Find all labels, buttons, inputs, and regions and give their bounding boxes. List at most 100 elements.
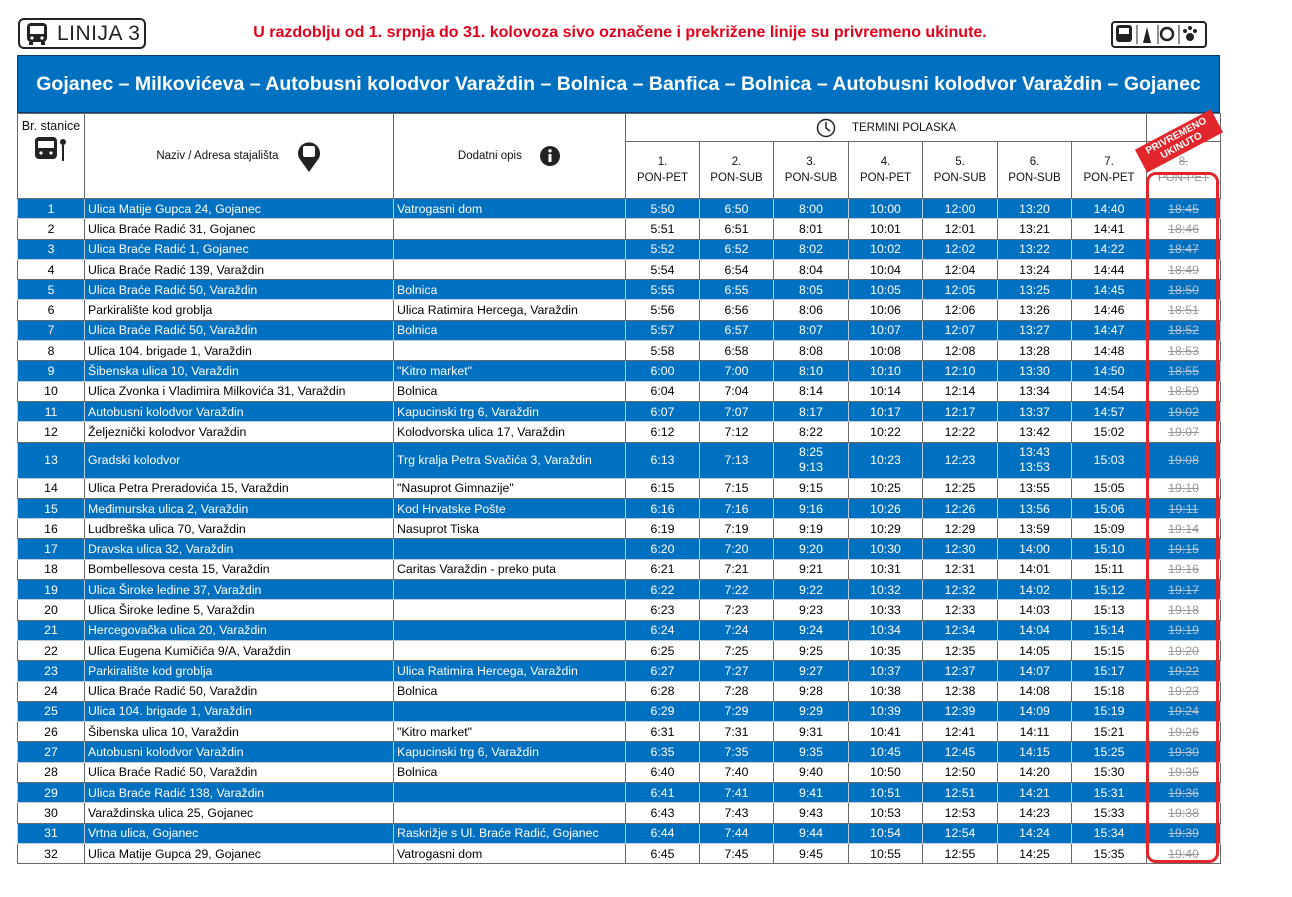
station-description: Bolnica [393, 279, 626, 301]
suspended-time: 18:55 [1146, 360, 1222, 382]
departure-time: 7:21 [699, 558, 774, 581]
station-description: Kapucinski trg 6, Varaždin [393, 741, 626, 763]
suspended-time: 19:30 [1146, 741, 1222, 763]
station-number: 21 [17, 619, 85, 641]
departure-time: 14:01 [997, 558, 1072, 581]
station-number: 7 [17, 319, 85, 342]
station-name: Ulica 104. brigade 1, Varaždin [84, 340, 394, 362]
bus-icon [27, 22, 47, 45]
departure-time: 10:07 [848, 319, 923, 342]
station-description-cell [393, 258, 626, 281]
departure-time: 9:27 [773, 660, 849, 682]
departure-time: 15:10 [1070, 538, 1148, 560]
departure-time: 12:45 [922, 741, 998, 763]
station-name: Ulica Braće Radić 138, Varaždin [84, 782, 394, 804]
suspended-time: 18:49 [1146, 258, 1222, 281]
column-header-row: 1. PON-PET 2. PON-SUB 3. PON-SUB 4. PON-PET 5. PO… [18, 141, 1222, 199]
station-description-cell [393, 639, 626, 662]
column-header: 7. PON-PET [1070, 141, 1148, 199]
departure-time: 12:01 [922, 218, 998, 240]
departure-time: 15:18 [1070, 680, 1148, 702]
departure-time: 6:24 [625, 619, 700, 641]
station-description-cell [393, 802, 626, 824]
departure-time: 13:42 [997, 421, 1072, 443]
departure-time: 12:10 [922, 360, 998, 382]
suspended-time: 19:08 [1146, 441, 1222, 479]
departure-time: 9:20 [773, 538, 849, 560]
departure-time: 12:38 [922, 680, 998, 702]
suspended-time: 19:02 [1146, 400, 1222, 423]
departure-time: 14:45 [1070, 279, 1148, 301]
name-header: Naziv / Adresa stajališta [84, 113, 394, 199]
departure-time: 15:03 [1070, 441, 1148, 479]
station-number: 15 [17, 497, 85, 520]
station-number: 23 [17, 660, 85, 682]
station-number: 19 [17, 579, 85, 601]
departure-time: 8:10 [773, 360, 849, 382]
column-number: 8. [1178, 156, 1189, 168]
departure-time: 10:33 [848, 599, 923, 621]
departure-time: 15:11 [1070, 558, 1148, 581]
departure-time: 8:02 [773, 238, 849, 260]
timetable-row: 10 Ulica Zvonka i Vladimira Milkovića 31,… [17, 380, 1222, 402]
column-number: 6. [1029, 156, 1040, 168]
suspended-time: 19:22 [1146, 660, 1222, 682]
timetable-row: 16 Ludbreška ulica 70, Varaždin Nasuprot T… [17, 518, 1222, 540]
departure-time: 7:35 [699, 741, 774, 763]
suspended-time: 19:19 [1146, 619, 1222, 641]
departure-time: 12:33 [922, 599, 998, 621]
timetable-row: 15 Međimurska ulica 2, Varaždin Kod Hrvats… [17, 497, 1222, 520]
timetable-row: 23 Parkiralište kod groblja Ulica Ratimira… [17, 660, 1222, 682]
departure-time: 8:14 [773, 380, 849, 402]
route-title: Gojanec – Milkovićeva – Autobusni kolodv… [17, 55, 1220, 113]
departure-time-cell: 13:43 13:53 [997, 441, 1072, 479]
column-header: 1. PON-PET [625, 141, 700, 199]
timetable-row: 29 Ulica Braće Radić 138, Varaždin 6:41 7:4… [17, 782, 1222, 804]
timetable-row: 32 Ulica Matije Gupca 29, Gojanec Vatrogas… [17, 842, 1222, 865]
departure-time: 10:22 [848, 421, 923, 443]
departure-time: 7:15 [699, 477, 774, 499]
departure-time: 15:25 [1070, 741, 1148, 763]
suspended-time: 19:17 [1146, 579, 1222, 601]
departure-time: 10:39 [848, 700, 923, 723]
station-number: 1 [17, 197, 85, 220]
departure-time: 13:26 [997, 299, 1072, 321]
timetable-row: 2 Ulica Braće Radić 31, Gojanec 5:51 6:51 8:… [17, 218, 1222, 240]
departure-time: 14:47 [1070, 319, 1148, 342]
departure-time: 9:22 [773, 579, 849, 601]
station-name: Ulica Braće Radić 139, Varaždin [84, 258, 394, 281]
station-number: 24 [17, 680, 85, 702]
departure-time: 8:07 [773, 319, 849, 342]
departure-time: 12:51 [922, 782, 998, 804]
station-description: Bolnica [393, 380, 626, 402]
departure-time: 6:07 [625, 400, 700, 423]
departure-time: 7:04 [699, 380, 774, 402]
departure-time: 12:00 [922, 197, 998, 220]
station-no-header: Br. stanice [17, 113, 85, 199]
departure-time: 5:51 [625, 218, 700, 240]
departure-time: 14:07 [997, 660, 1072, 682]
station-name: Parkiralište kod groblja [84, 299, 394, 321]
column-days: PON-SUB [710, 172, 763, 184]
station-name: Željeznički kolodvor Varaždin [84, 421, 394, 443]
station-name: Ulica Eugena Kumičića 9/A, Varaždin [84, 639, 394, 662]
station-name: Ulica Braće Radić 1, Gojanec [84, 238, 394, 260]
departure-time: 13:55 [997, 477, 1072, 499]
timetable-row: 8 Ulica 104. brigade 1, Varaždin 5:58 6:58 8… [17, 340, 1222, 362]
column-header: 2. PON-SUB [699, 141, 774, 199]
departure-time: 14:40 [1070, 197, 1148, 220]
station-number: 30 [17, 802, 85, 824]
departure-time: 10:08 [848, 340, 923, 362]
departure-time: 9:24 [773, 619, 849, 641]
timetable-row: 4 Ulica Braće Radić 139, Varaždin 5:54 6:54… [17, 258, 1222, 281]
departure-time: 12:32 [922, 579, 998, 601]
departure-time: 13:59 [997, 518, 1072, 540]
suspended-time: 19:11 [1146, 497, 1222, 520]
timetable-row: 22 Ulica Eugena Kumičića 9/A, Varaždin 6:2… [17, 639, 1222, 662]
departure-time: 10:31 [848, 558, 923, 581]
station-description: Trg kralja Petra Svačića 3, Varaždin [393, 441, 626, 479]
departure-time: 7:00 [699, 360, 774, 382]
departure-time: 7:44 [699, 822, 774, 844]
departure-time: 10:32 [848, 579, 923, 601]
